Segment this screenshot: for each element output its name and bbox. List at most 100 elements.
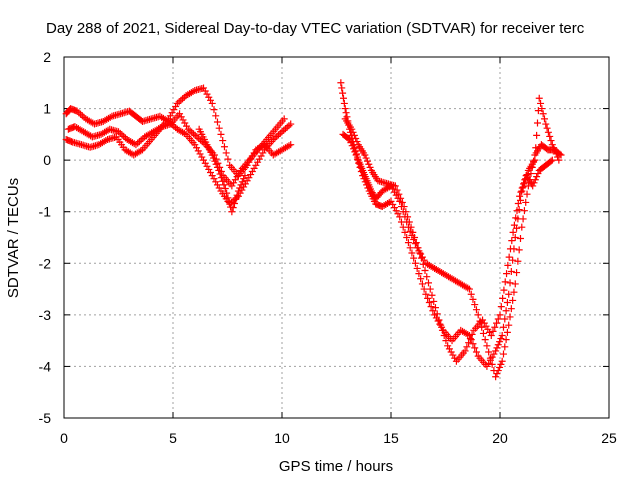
y-tick-label: -1 [39,204,52,220]
data-point-fill [363,181,371,189]
data-point [208,172,216,180]
data-point [352,151,360,159]
data-point [391,182,399,190]
data-point-fill [247,171,255,179]
data-point-fill [419,260,427,268]
data-point-fill [472,348,480,356]
data-point-fill [225,198,233,206]
data-point-fill [194,147,202,155]
data-point-fill [465,339,473,347]
data-point-fill [407,223,415,231]
plot-frame [63,56,610,419]
data-point-fill [395,190,403,198]
data-point-fill [514,199,522,207]
data-point-fill [440,331,448,339]
data-point-fill [502,336,510,344]
data-point-fill [513,207,521,215]
data-point [241,172,249,180]
data-point-fill [405,218,413,226]
data-point-fill [406,244,414,252]
data-point-fill [213,118,221,126]
data-point-fill [338,84,346,92]
data-point [548,141,556,149]
data-point-fill [540,115,548,123]
data-point-fill [427,303,435,311]
data-point-fill [510,221,518,229]
data-point-fill [469,295,477,303]
data-point [487,331,495,339]
data-point-fill [220,181,228,189]
data-point-fill [240,175,248,183]
data-point-fill [472,306,480,314]
data-point-fill [493,344,501,352]
data-point [348,125,356,133]
data-point-fill [273,132,281,140]
data-point-fill [206,169,214,177]
x-tick-labels: 0 5 10 15 20 25 [60,430,617,446]
y-axis-label: SDTVAR / TECUs [5,178,22,298]
data-point-fill [233,191,241,199]
data-point-fill [191,131,199,139]
data-point-fill [238,178,246,186]
data-point-fill [348,142,356,150]
data-point [287,141,295,149]
data-point-fill [340,99,348,107]
x-tick-label: 0 [60,430,68,446]
x-tick-label: 20 [492,430,508,446]
data-point-fill [517,188,525,196]
data-point-fill [231,176,239,184]
data-point-fill [501,343,509,351]
x-tick-label: 5 [169,430,177,446]
series-sdtvar-track-f [339,94,563,370]
data-point-fill [134,139,142,147]
data-point-fill [449,351,457,359]
data-point-fill [255,155,263,163]
data-point-fill [392,207,400,215]
data-point-fill [216,170,224,178]
data-point-fill [496,363,504,371]
data-point-fill [482,322,490,330]
data-point [511,234,519,241]
data-point-fill [351,148,359,156]
data-point-fill [347,139,355,147]
data-point-fill [501,315,509,323]
data-point-fill [509,256,517,264]
data-series [62,79,565,381]
data-point [529,182,537,190]
data-point-fill [546,132,554,140]
data-point-fill [365,160,373,168]
data-point [215,166,223,174]
data-point-fill [283,123,291,131]
grid-lines [64,57,609,418]
data-point-fill [423,273,431,281]
data-point [418,254,426,262]
data-point-fill [424,279,432,287]
data-point [496,311,504,319]
data-point-fill [177,96,185,104]
data-point-fill [512,214,520,222]
data-point-fill [486,328,494,336]
data-point-fill [398,198,406,206]
data-point [535,94,543,102]
data-point-fill [552,150,560,158]
series-sdtvar-track-g [341,115,556,365]
data-point-fill [77,110,85,118]
data-point-fill [523,190,531,198]
data-point-fill [501,278,509,286]
data-point-fill [353,155,361,163]
data-point-fill [230,199,238,207]
data-point [337,79,345,87]
data-point-fill [362,154,370,162]
x-tick-label: 25 [601,430,617,446]
data-point [173,99,181,107]
data-point-fill [344,134,352,142]
data-point-fill [417,250,425,258]
data-point-fill [224,194,232,202]
data-point-fill [212,178,220,186]
data-point-fill [515,246,523,254]
data-point-fill [220,143,228,151]
data-point-fill [497,303,505,311]
data-point-fill [215,124,223,132]
axis-ticks [63,56,610,419]
